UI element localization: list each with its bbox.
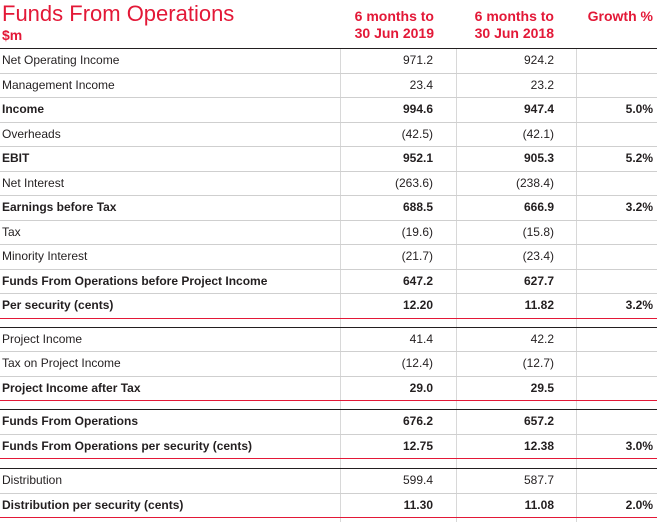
column-header-2018: 6 months to 30 Jun 2018 [475, 8, 554, 42]
table-row: Overheads (42.5) (42.1) [0, 123, 657, 147]
table-row: Minority Interest (21.7) (23.4) [0, 245, 657, 270]
table-row: Per security (cents) 12.20 11.82 3.2% [0, 294, 657, 319]
table-row: Tax on Project Income (12.4) (12.7) [0, 352, 657, 377]
row-label: Distribution [2, 473, 63, 487]
value-2018: 627.7 [523, 273, 554, 288]
row-label: Overheads [2, 126, 61, 141]
table-row: Income 994.6 947.4 5.0% [0, 98, 657, 123]
row-label: Funds From Operations per security (cent… [2, 438, 253, 453]
financial-table: Net Operating Income 971.2 924.2 Management… [0, 48, 657, 518]
row-label: EBIT [2, 151, 30, 165]
table-row: Project Income after Tax 29.0 29.5 [0, 377, 657, 401]
value-2019: (12.4) [401, 356, 433, 370]
value-2018: 11.82 [524, 298, 554, 312]
value-2018: (23.4) [522, 249, 554, 263]
value-2019: 599.4 [402, 473, 433, 487]
column-header-2019: 6 months to 30 Jun 2019 [355, 8, 434, 42]
value-2019: 11.30 [403, 497, 433, 512]
value-2019: 971.2 [402, 53, 433, 67]
value-2019: 29.0 [409, 380, 433, 395]
value-2018: 12.38 [523, 438, 554, 453]
table-row: Project Income 41.4 42.2 [0, 326, 657, 352]
table-row: Funds From Operations 676.2 657.2 [0, 409, 657, 435]
row-label: Project Income after Tax [2, 380, 141, 395]
row-label: Earnings before Tax [2, 200, 117, 214]
table-row: Net Operating Income 971.2 924.2 [0, 49, 657, 74]
value-2018: 947.4 [523, 102, 554, 116]
column-header-2019-line1: 6 months to [354, 8, 434, 24]
table-header: Funds From Operations $m 6 months to 30 … [0, 0, 657, 50]
row-label: Funds From Operations before Project Inc… [2, 273, 268, 288]
value-2018: 29.5 [530, 380, 554, 395]
growth-value: 5.2% [625, 151, 653, 165]
table-row: Distribution 599.4 587.7 [0, 468, 657, 494]
table-row: Tax (19.6) (15.8) [0, 221, 657, 245]
value-2018: 657.2 [523, 414, 554, 428]
row-label: Tax [2, 224, 21, 239]
value-2018: 666.9 [523, 200, 554, 214]
value-2019: 41.4 [409, 331, 433, 346]
value-2019: (19.6) [401, 224, 433, 239]
column-header-2018-line2: 30 Jun 2018 [474, 25, 554, 41]
row-label: Management Income [2, 77, 115, 92]
growth-value: 2.0% [625, 497, 653, 512]
value-2018: (42.1) [522, 126, 554, 141]
table-row: Funds From Operations before Project Inc… [0, 270, 657, 294]
column-divider [456, 48, 457, 522]
value-2019: (42.5) [401, 126, 433, 141]
table-row: Management Income 23.4 23.2 [0, 74, 657, 98]
row-label: Distribution per security (cents) [2, 497, 184, 512]
growth-value: 3.2% [625, 200, 653, 214]
row-label: Minority Interest [2, 249, 88, 263]
value-2019: 647.2 [402, 273, 433, 288]
value-2018: 42.2 [530, 331, 554, 346]
value-2018: 11.08 [524, 497, 554, 512]
value-2019: (21.7) [401, 249, 433, 263]
growth-value: 3.0% [625, 438, 653, 453]
table-row: Distribution per security (cents) 11.30 11… [0, 494, 657, 518]
value-2018: 905.3 [523, 151, 554, 165]
column-header-2019-line2: 30 Jun 2019 [354, 25, 434, 41]
page-title: Funds From Operations [2, 1, 235, 26]
table-row: Net Interest (263.6) (238.4) [0, 172, 657, 196]
row-label: Net Interest [2, 175, 65, 190]
value-2018: (238.4) [515, 175, 554, 190]
row-label: Funds From Operations [2, 414, 139, 428]
column-header-growth: Growth % [587, 8, 653, 24]
row-label: Per security (cents) [2, 298, 114, 312]
table-row: Funds From Operations per security (cent… [0, 435, 657, 459]
value-2018: (15.8) [522, 224, 554, 239]
value-2018: 23.2 [530, 77, 554, 92]
column-divider [340, 48, 341, 522]
units-label: $m [2, 27, 23, 43]
value-2019: 676.2 [402, 414, 433, 428]
growth-value: 3.2% [625, 298, 653, 312]
growth-value: 5.0% [625, 102, 653, 116]
value-2019: 23.4 [409, 77, 433, 92]
value-2019: 994.6 [402, 102, 433, 116]
row-label: Tax on Project Income [2, 356, 121, 370]
row-label: Project Income [2, 331, 83, 346]
value-2019: 688.5 [402, 200, 433, 214]
value-2018: (12.7) [522, 356, 554, 370]
table-row: Earnings before Tax 688.5 666.9 3.2% [0, 196, 657, 221]
column-header-2018-line1: 6 months to [474, 8, 554, 24]
value-2018: 587.7 [523, 473, 554, 487]
value-2019: (263.6) [394, 175, 433, 190]
value-2019: 12.20 [402, 298, 433, 312]
column-divider [576, 48, 577, 522]
row-label: Net Operating Income [2, 53, 120, 67]
row-label: Income [2, 102, 45, 116]
value-2018: 924.2 [523, 53, 554, 67]
value-2019: 952.1 [402, 151, 433, 165]
value-2019: 12.75 [402, 438, 433, 453]
table-row: EBIT 952.1 905.3 5.2% [0, 147, 657, 172]
